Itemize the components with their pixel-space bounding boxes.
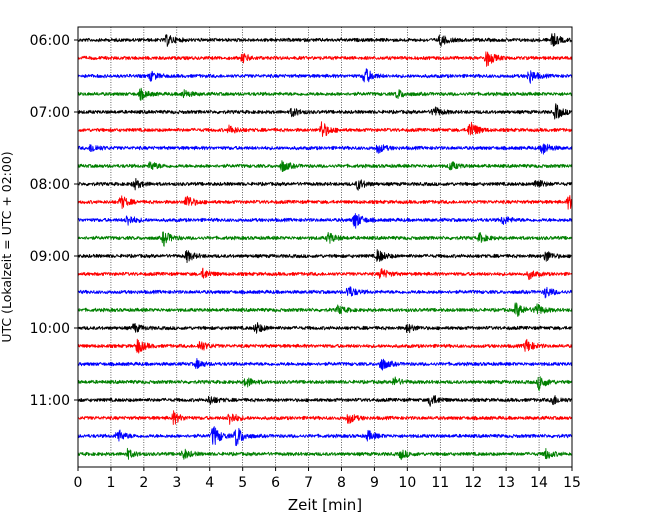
x-tick-label: 1: [106, 475, 115, 491]
x-tick-label: 15: [563, 475, 581, 491]
x-axis-label: Zeit [min]: [288, 496, 362, 514]
trace-0600: [77, 33, 573, 47]
trace-1015: [77, 338, 573, 354]
y-axis-label: UTC (Lokalzeit = UTC + 02:00): [0, 151, 14, 342]
y-tick-label: 08:00: [30, 177, 70, 193]
x-tick-label: 8: [337, 475, 346, 491]
trace-1145: [77, 447, 573, 461]
x-tick-label: 3: [172, 475, 181, 491]
trace-0745: [77, 160, 573, 173]
x-tick-label: 11: [431, 475, 449, 491]
y-tick-label: 11:00: [30, 393, 70, 409]
trace-0915: [77, 267, 573, 281]
x-tick-label: 9: [370, 475, 379, 491]
x-tick-label: 6: [271, 475, 280, 491]
y-tick-label: 10:00: [30, 321, 70, 337]
x-tick-label: 4: [205, 475, 214, 491]
trace-0715: [77, 121, 573, 137]
y-tick-label: 07:00: [30, 105, 70, 121]
x-tick-label: 0: [74, 475, 83, 491]
x-axis-ticks: 0 1 2 3 4 5 6 7 8 9 10 11 12 13 14 15: [74, 467, 581, 491]
plot-frame: [77, 26, 573, 468]
x-tick-label: 2: [139, 475, 148, 491]
y-tick-label: 09:00: [30, 249, 70, 265]
x-tick-label: 5: [238, 475, 247, 491]
trace-0815: [77, 195, 573, 210]
trace-0800: [77, 177, 573, 191]
y-axis-ticks: 06:00 07:00 08:00 09:00 10:00 11:00: [30, 33, 78, 409]
x-tick-label: 13: [497, 475, 515, 491]
trace-1045: [77, 376, 573, 392]
y-tick-label: 06:00: [30, 33, 70, 49]
trace-0830: [77, 213, 573, 229]
x-tick-label: 14: [530, 475, 548, 491]
trace-0730: [77, 143, 573, 155]
trace-0945: [77, 302, 573, 317]
trace-1030: [77, 358, 573, 371]
trace-0700: [77, 103, 573, 120]
x-tick-label: 12: [464, 475, 482, 491]
trace-0630: [77, 68, 573, 84]
trace-0615: [77, 51, 573, 67]
grid-lines: [110, 27, 540, 467]
trace-0845: [77, 231, 573, 247]
x-tick-label: 7: [304, 475, 313, 491]
trace-0645: [77, 87, 573, 101]
trace-0900: [77, 249, 573, 264]
x-tick-label: 10: [398, 475, 416, 491]
trace-1000: [77, 322, 573, 334]
trace-group: [77, 33, 573, 461]
trace-1100: [77, 395, 573, 407]
trace-0930: [77, 286, 573, 299]
trace-1130: [77, 426, 573, 447]
trace-1115: [77, 410, 573, 425]
